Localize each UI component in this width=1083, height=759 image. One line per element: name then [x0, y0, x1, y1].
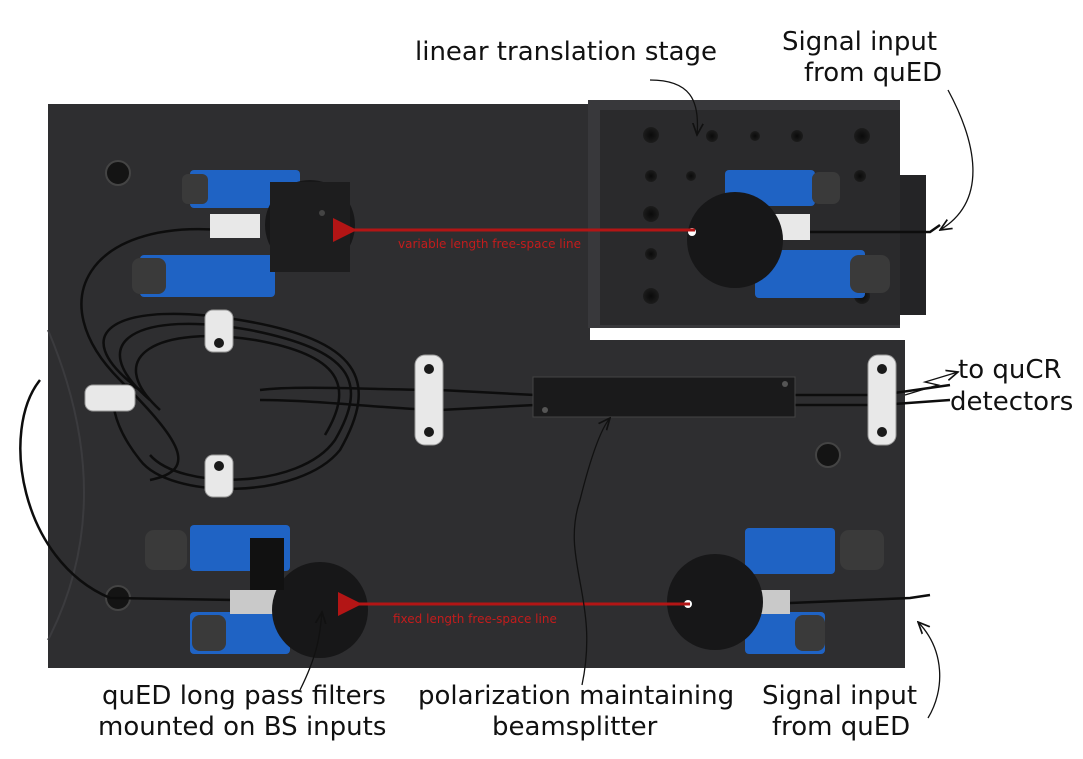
label-fixed-beam: fixed length free-space line — [393, 612, 557, 626]
label-beamsplitter-line2: beamsplitter — [492, 712, 658, 742]
coupler-top-right — [687, 170, 890, 298]
optical-fibers — [19, 223, 951, 605]
label-beamsplitter-line1: polarization maintaining — [418, 681, 735, 711]
label-linear-translation-stage: linear translation stage — [415, 37, 718, 67]
label-filters-line1: quED long pass filters — [102, 681, 386, 711]
label-variable-beam: variable length free-space line — [398, 237, 581, 251]
fiber-clips — [84, 309, 897, 498]
label-signal-input-top-line2: from quED — [804, 58, 943, 88]
label-signal-input-bottom-line2: from quED — [772, 712, 911, 742]
board-screws — [105, 160, 841, 611]
coupler-top-left — [132, 170, 355, 297]
label-detectors-line2: detectors — [950, 387, 1074, 417]
label-filters-line2: mounted on BS inputs — [98, 712, 387, 742]
clip-screws — [214, 338, 887, 471]
label-signal-input-top-line1: Signal input — [782, 27, 938, 57]
polarization-maintaining-beamsplitter — [532, 376, 796, 418]
label-detectors-line1: to quCR — [958, 355, 1062, 385]
label-signal-input-bottom-line1: Signal input — [762, 681, 918, 711]
annotation-arrows — [299, 79, 974, 719]
coupler-bottom-right — [667, 528, 884, 654]
